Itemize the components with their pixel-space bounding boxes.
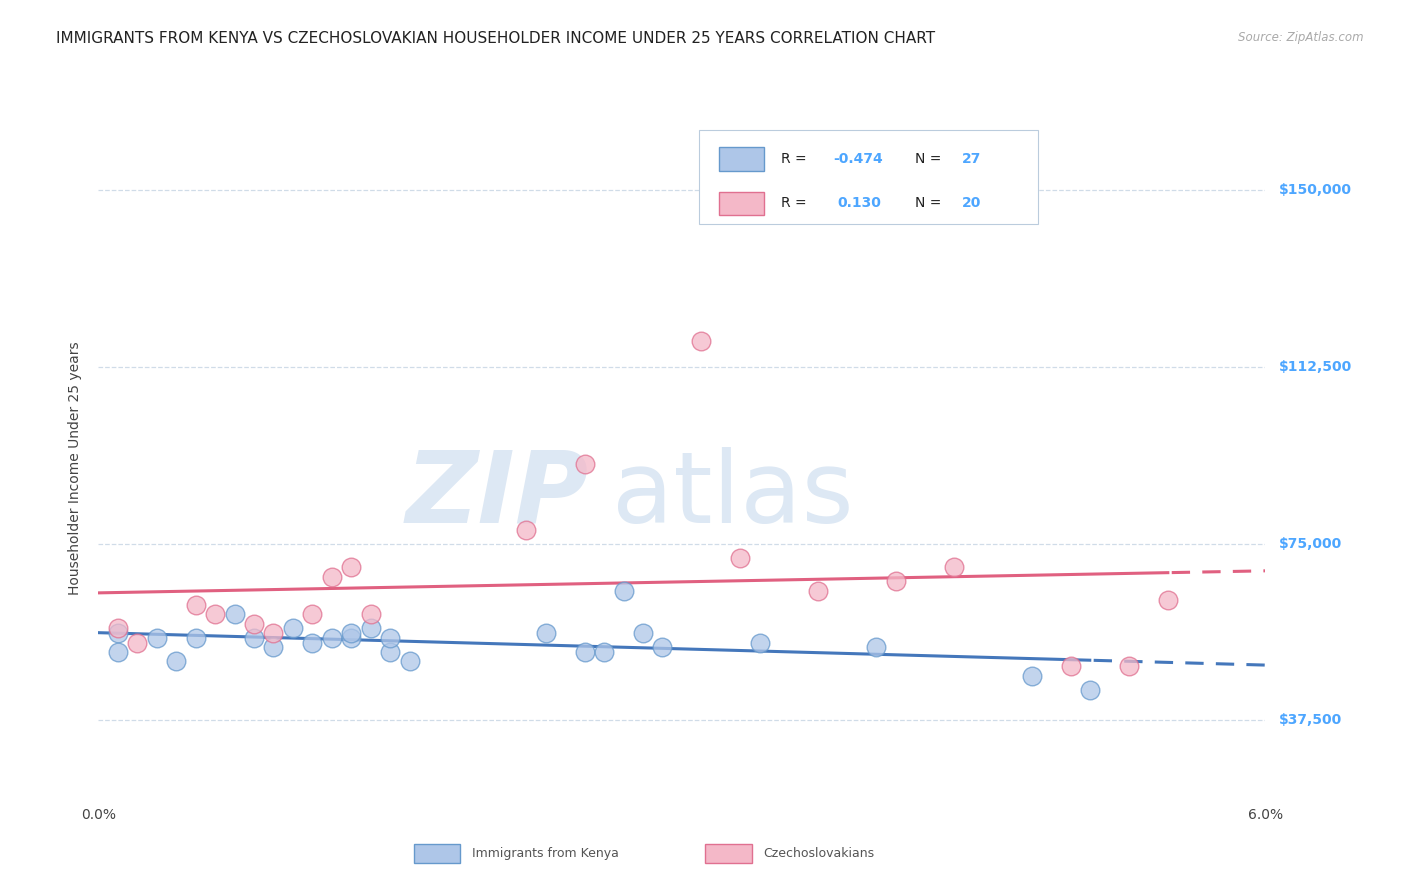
Text: N =: N = — [915, 152, 946, 166]
Point — [748, 635, 770, 649]
Text: 0.130: 0.130 — [837, 196, 882, 211]
Point — [301, 635, 323, 649]
Point — [865, 640, 887, 655]
Point — [340, 626, 363, 640]
Text: $112,500: $112,500 — [1279, 360, 1353, 374]
Text: R =: R = — [782, 152, 811, 166]
Point — [321, 569, 343, 583]
Text: 27: 27 — [962, 152, 981, 166]
Point — [378, 645, 402, 659]
Text: 20: 20 — [962, 196, 981, 211]
Point — [943, 560, 966, 574]
Point — [730, 550, 752, 565]
Point — [1157, 593, 1180, 607]
Point — [107, 645, 129, 659]
FancyBboxPatch shape — [720, 147, 763, 170]
Point — [243, 631, 266, 645]
Text: N =: N = — [915, 196, 946, 211]
Point — [146, 631, 169, 645]
Point — [262, 640, 284, 655]
Text: -0.474: -0.474 — [834, 152, 883, 166]
Point — [1021, 668, 1043, 682]
FancyBboxPatch shape — [413, 844, 460, 863]
Point — [127, 635, 149, 649]
Point — [360, 607, 382, 622]
Text: IMMIGRANTS FROM KENYA VS CZECHOSLOVAKIAN HOUSEHOLDER INCOME UNDER 25 YEARS CORRE: IMMIGRANTS FROM KENYA VS CZECHOSLOVAKIAN… — [56, 31, 935, 46]
Text: Source: ZipAtlas.com: Source: ZipAtlas.com — [1239, 31, 1364, 45]
Point — [107, 626, 129, 640]
Point — [340, 631, 363, 645]
Point — [165, 655, 187, 669]
Point — [1118, 659, 1140, 673]
Point — [690, 334, 713, 348]
Point — [204, 607, 226, 622]
Point — [224, 607, 246, 622]
Point — [321, 631, 343, 645]
Point — [884, 574, 907, 589]
Point — [593, 645, 616, 659]
Text: Immigrants from Kenya: Immigrants from Kenya — [472, 847, 619, 860]
Point — [243, 616, 266, 631]
Text: $37,500: $37,500 — [1279, 714, 1343, 727]
Point — [631, 626, 654, 640]
FancyBboxPatch shape — [720, 192, 763, 216]
Point — [515, 523, 537, 537]
Point — [612, 583, 634, 598]
Point — [107, 622, 129, 636]
Point — [340, 560, 363, 574]
Point — [184, 631, 207, 645]
FancyBboxPatch shape — [699, 130, 1038, 224]
Point — [262, 626, 284, 640]
FancyBboxPatch shape — [706, 844, 752, 863]
Point — [398, 655, 420, 669]
Point — [807, 583, 830, 598]
Text: $150,000: $150,000 — [1279, 184, 1353, 197]
Text: R =: R = — [782, 196, 811, 211]
Point — [534, 626, 557, 640]
Text: atlas: atlas — [612, 447, 853, 543]
Point — [1060, 659, 1083, 673]
Y-axis label: Householder Income Under 25 years: Householder Income Under 25 years — [69, 342, 83, 595]
Text: Czechoslovakians: Czechoslovakians — [763, 847, 875, 860]
Point — [378, 631, 402, 645]
Point — [184, 598, 207, 612]
Point — [574, 645, 596, 659]
Point — [651, 640, 673, 655]
Point — [1080, 682, 1102, 697]
Text: $75,000: $75,000 — [1279, 537, 1343, 550]
Point — [574, 457, 596, 471]
Point — [281, 622, 304, 636]
Point — [301, 607, 323, 622]
Text: ZIP: ZIP — [405, 447, 589, 543]
Point — [360, 622, 382, 636]
